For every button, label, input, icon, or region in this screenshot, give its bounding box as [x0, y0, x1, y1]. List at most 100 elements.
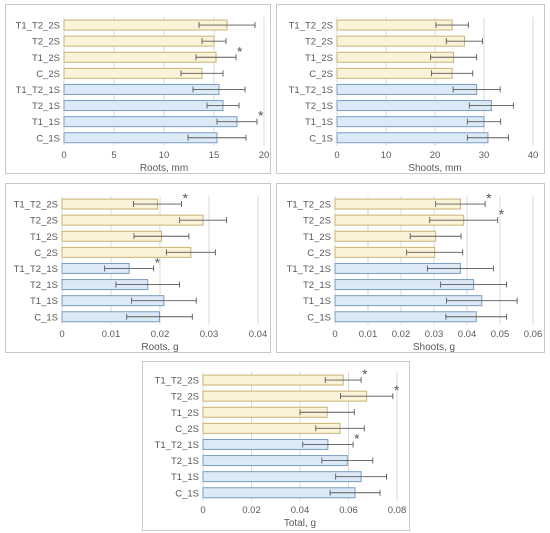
- x-tick-label: 0: [200, 505, 205, 516]
- x-axis-title: Roots, mm: [140, 163, 188, 174]
- category-label: T2_2S: [305, 37, 333, 48]
- category-label: T1_T2_2S: [16, 21, 60, 32]
- x-tick-label: 0: [334, 150, 339, 161]
- chart-panel-total-g: 0 0.02 0.04 0.06 0.08 Total, g T1_T2_2S * T2_2S *…: [142, 361, 410, 531]
- significance-marker: *: [155, 254, 161, 270]
- x-axis-title: Roots, g: [141, 342, 178, 353]
- chart-roots-g: 0 0.01 0.02 0.03 0.04 Roots, g T1_T2_2S * T2_2S T…: [14, 190, 268, 353]
- bar: [202, 374, 344, 386]
- category-label: T1_T2_1S: [155, 440, 199, 451]
- significance-marker: *: [499, 206, 505, 222]
- category-label: T1_1S: [32, 117, 60, 128]
- category-label: T1_2S: [305, 53, 333, 64]
- significance-marker: *: [237, 43, 243, 59]
- significance-marker: *: [394, 382, 400, 398]
- x-tick-label: 0.05: [491, 329, 510, 340]
- category-label: T2_2S: [303, 216, 331, 227]
- x-tick-label: 0.01: [102, 329, 121, 340]
- category-label: T2_2S: [171, 392, 199, 403]
- x-tick-label: 0.06: [339, 505, 358, 516]
- chart-panel-shoots-g: 0 0.01 0.02 0.03 0.04 0.05 0.06 Shoots, g T1_T2_…: [276, 183, 545, 353]
- x-tick-label: 0.08: [388, 505, 407, 516]
- significance-marker: *: [183, 190, 189, 206]
- x-tick-label: 0.04: [458, 329, 477, 340]
- x-tick-label: 20: [259, 150, 270, 161]
- significance-marker: *: [486, 190, 492, 206]
- bar: [63, 116, 238, 128]
- x-tick-label: 0.02: [151, 329, 170, 340]
- category-label: T1_1S: [30, 296, 58, 307]
- category-label: T1_T2_1S: [287, 264, 331, 275]
- category-label: C_1S: [34, 312, 58, 323]
- chart-panel-shoots-mm: 0 10 20 30 40 Shoots, mm T1_T2_2S T2_2S T1_2S C_2…: [276, 4, 545, 174]
- category-label: T1_T2_1S: [289, 85, 333, 96]
- significance-marker: *: [258, 108, 264, 124]
- x-tick-label: 0.02: [392, 329, 411, 340]
- x-tick-label: 0.04: [249, 329, 268, 340]
- category-label: C_1S: [309, 133, 333, 144]
- category-label: T1_T2_2S: [289, 21, 333, 32]
- x-tick-label: 10: [159, 150, 170, 161]
- significance-marker: *: [354, 430, 360, 446]
- category-label: T1_1S: [171, 472, 199, 483]
- category-label: T2_1S: [32, 101, 60, 112]
- category-label: C_1S: [175, 488, 199, 499]
- bar: [336, 35, 465, 47]
- chart-roots-mm: 0 5 10 15 20 Roots, mm T1_T2_2S T2_2S T1_2S * C_2S…: [16, 17, 270, 174]
- x-tick-label: 0.03: [425, 329, 444, 340]
- category-label: T1_T2_1S: [16, 85, 60, 96]
- x-tick-label: 30: [479, 150, 490, 161]
- x-tick-label: 0.06: [524, 329, 543, 340]
- category-label: T1_2S: [30, 232, 58, 243]
- bar: [63, 51, 217, 63]
- category-label: T1_2S: [303, 232, 331, 243]
- x-tick-label: 0.04: [291, 505, 310, 516]
- category-label: T1_T2_2S: [287, 200, 331, 211]
- category-label: T2_1S: [303, 280, 331, 291]
- category-label: C_2S: [175, 424, 199, 435]
- category-label: T1_T2_1S: [14, 264, 58, 275]
- x-tick-label: 0.02: [242, 505, 261, 516]
- bar: [63, 100, 224, 112]
- x-axis-title: Shoots, mm: [408, 163, 461, 174]
- x-tick-label: 5: [111, 150, 116, 161]
- bar: [336, 116, 485, 128]
- bar: [63, 35, 215, 47]
- chart-shoots-mm: 0 10 20 30 40 Shoots, mm T1_T2_2S T2_2S T1_2S C_2…: [289, 17, 539, 174]
- x-tick-label: 10: [381, 150, 392, 161]
- category-label: C_1S: [36, 133, 60, 144]
- x-tick-label: 0: [61, 150, 66, 161]
- x-axis-title: Total, g: [284, 518, 316, 529]
- bar: [336, 132, 489, 144]
- category-label: T1_2S: [32, 53, 60, 64]
- category-label: T1_1S: [303, 296, 331, 307]
- chart-panel-roots-mm: 0 5 10 15 20 Roots, mm T1_T2_2S T2_2S T1_2S * C_2S…: [5, 4, 271, 174]
- category-label: T2_1S: [171, 456, 199, 467]
- category-label: T2_1S: [30, 280, 58, 291]
- category-label: T2_1S: [305, 101, 333, 112]
- x-tick-label: 0.03: [200, 329, 219, 340]
- category-label: T2_2S: [32, 37, 60, 48]
- bar: [336, 100, 492, 112]
- category-label: T1_2S: [171, 408, 199, 419]
- x-tick-label: 15: [209, 150, 220, 161]
- x-tick-label: 20: [430, 150, 441, 161]
- x-tick-label: 0: [332, 329, 337, 340]
- category-label: C_2S: [34, 248, 58, 259]
- x-tick-label: 40: [528, 150, 539, 161]
- chart-panel-roots-g: 0 0.01 0.02 0.03 0.04 Roots, g T1_T2_2S * T2_2S T…: [5, 183, 271, 353]
- significance-marker: *: [362, 366, 368, 382]
- x-axis-title: Shoots, g: [413, 342, 455, 353]
- chart-total-g: 0 0.02 0.04 0.06 0.08 Total, g T1_T2_2S * T2_2S *…: [155, 366, 407, 529]
- category-label: C_1S: [307, 312, 331, 323]
- category-label: T2_2S: [30, 216, 58, 227]
- category-label: T1_T2_2S: [14, 200, 58, 211]
- x-tick-label: 0: [59, 329, 64, 340]
- category-label: T1_1S: [305, 117, 333, 128]
- category-label: C_2S: [309, 69, 333, 80]
- x-tick-label: 0.01: [359, 329, 378, 340]
- category-label: C_2S: [307, 248, 331, 259]
- category-label: C_2S: [36, 69, 60, 80]
- bar: [336, 19, 453, 31]
- category-label: T1_T2_2S: [155, 376, 199, 387]
